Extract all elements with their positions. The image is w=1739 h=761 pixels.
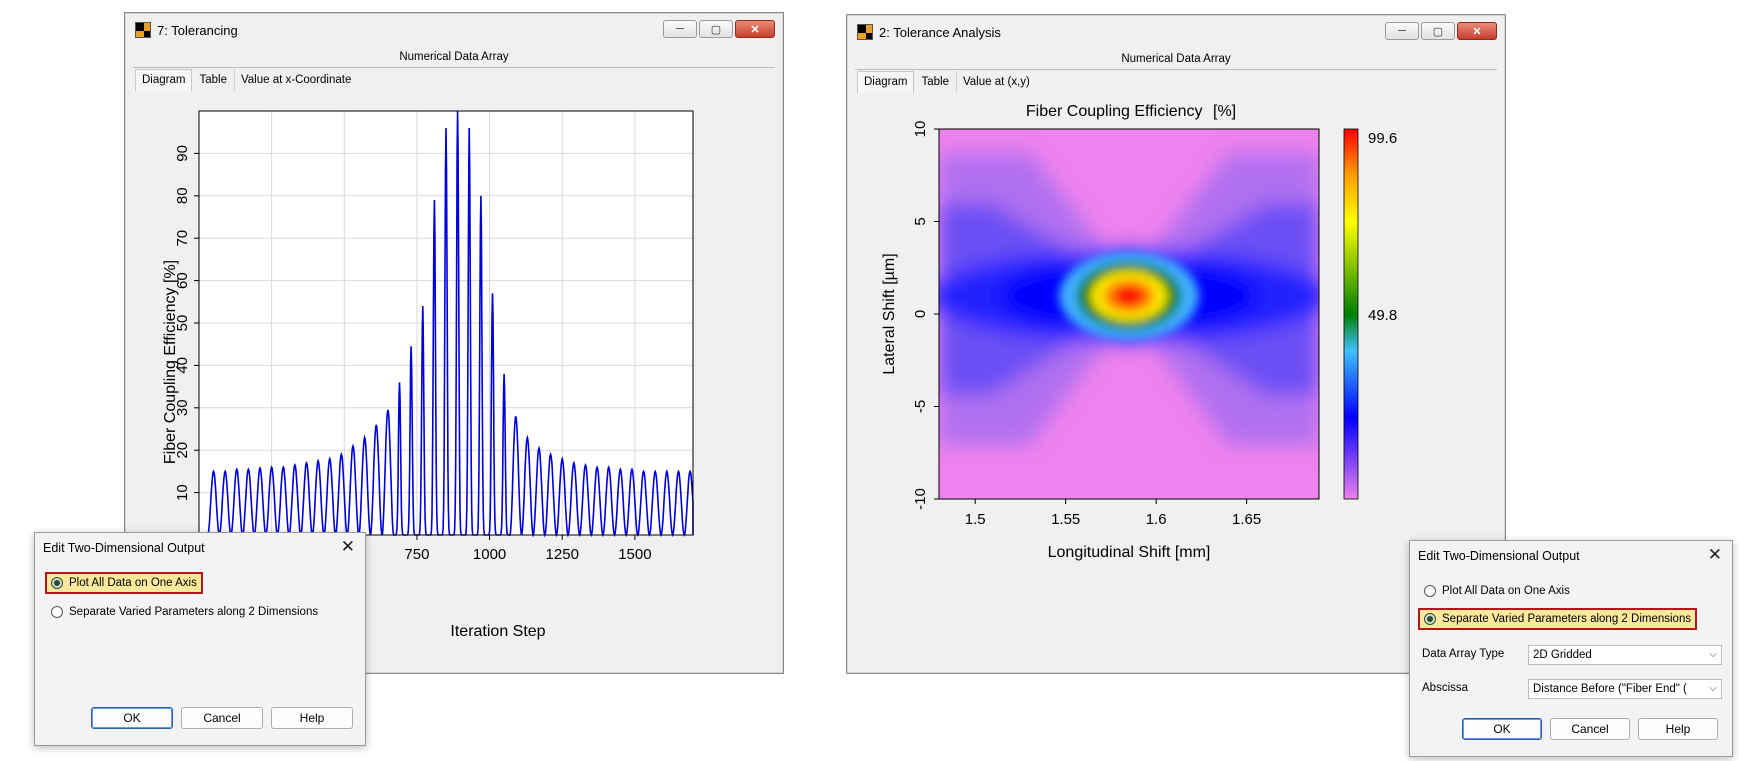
colorbar-max-label: 99.6 xyxy=(1368,130,1397,147)
title-bar[interactable]: 2: Tolerance Analysis ─ ▢ ✕ xyxy=(847,15,1505,49)
y-tick-label: 20 xyxy=(174,442,191,459)
diagram-panel: Fiber Coupling Efficiency [%] xyxy=(861,93,1497,665)
radio-selected-icon[interactable] xyxy=(51,577,63,589)
help-button[interactable]: Help xyxy=(271,707,353,729)
y-tick-label: 10 xyxy=(174,484,191,501)
x-axis-label: Iteration Step xyxy=(450,623,545,640)
x-tick-label: 1.5 xyxy=(965,511,986,528)
radio-label: Plot All Data on One Axis xyxy=(69,577,197,589)
x-tick-label: 1250 xyxy=(546,546,579,563)
y-tick-label: 5 xyxy=(912,217,929,225)
y-tick-label: 40 xyxy=(174,357,191,374)
heatmap-hotspot xyxy=(1059,252,1199,340)
tab-bar: Diagram Table Value at (x,y) xyxy=(857,71,1037,93)
tab-diagram[interactable]: Diagram xyxy=(857,71,915,93)
x-axis-label: Longitudinal Shift [mm] xyxy=(1048,544,1211,561)
radio-unselected-icon[interactable] xyxy=(1424,585,1436,597)
tab-value-at-xy[interactable]: Value at (x,y) xyxy=(955,71,1037,93)
cancel-button[interactable]: Cancel xyxy=(1550,718,1630,740)
radio-unselected-icon[interactable] xyxy=(51,606,63,618)
minimize-icon[interactable]: ─ xyxy=(663,20,697,38)
y-tick-label: 80 xyxy=(174,187,191,204)
x-tick-label: 1500 xyxy=(618,546,651,563)
radio-separate-along-2-dimensions[interactable]: Separate Varied Parameters along 2 Dimen… xyxy=(1417,608,1698,630)
y-axis-label: Lateral Shift [µm] xyxy=(881,253,898,374)
ok-button[interactable]: OK xyxy=(1462,718,1542,740)
y-tick-label: 10 xyxy=(912,121,929,138)
y-tick-label: 70 xyxy=(174,230,191,247)
line-chart: Fiber Coupling Efficiency [%] Iteration … xyxy=(162,110,694,640)
ok-button[interactable]: OK xyxy=(91,707,173,729)
abscissa-label: Abscissa xyxy=(1422,682,1469,694)
radio-selected-icon[interactable] xyxy=(1424,613,1436,625)
radio-label: Separate Varied Parameters along 2 Dimen… xyxy=(1442,613,1692,625)
edit-2d-output-dialog-left: Edit Two-Dimensional Output ✕ Plot All D… xyxy=(34,532,366,746)
colorbar-mid-label: 49.8 xyxy=(1368,307,1397,324)
y-tick-label: -10 xyxy=(912,488,929,510)
heatmap-title-unit: [%] xyxy=(1213,103,1236,120)
maximize-icon[interactable]: ▢ xyxy=(1421,22,1455,40)
x-tick-label: 1.55 xyxy=(1051,511,1080,528)
data-array-type-select[interactable]: 2D Gridded ⌵ xyxy=(1528,645,1722,665)
radio-label: Plot All Data on One Axis xyxy=(1442,585,1570,597)
minimize-icon[interactable]: ─ xyxy=(1385,22,1419,40)
heatmap-chart: Fiber Coupling Efficiency [%] xyxy=(881,103,1397,561)
data-array-type-label: Data Array Type xyxy=(1422,648,1505,660)
close-icon[interactable]: ✕ xyxy=(735,20,775,38)
tab-value-at-x[interactable]: Value at x-Coordinate xyxy=(233,69,358,91)
heatmap-field xyxy=(939,129,1319,499)
close-icon[interactable]: ✕ xyxy=(340,537,355,556)
y-tick-label: 50 xyxy=(174,315,191,332)
x-tick-label: 1.65 xyxy=(1232,511,1261,528)
data-array-type-value: 2D Gridded xyxy=(1533,649,1592,661)
x-tick-label: 1000 xyxy=(473,546,506,563)
chevron-down-icon: ⌵ xyxy=(1709,649,1717,660)
dialog-title: Edit Two-Dimensional Output xyxy=(43,541,205,555)
x-tick-label: 750 xyxy=(404,546,429,563)
subheader: Numerical Data Array xyxy=(133,47,775,68)
tolerance-analysis-window: 2: Tolerance Analysis ─ ▢ ✕ Numerical Da… xyxy=(846,14,1506,674)
cancel-button[interactable]: Cancel xyxy=(181,707,263,729)
y-tick-label: 90 xyxy=(174,145,191,162)
edit-2d-output-dialog-right: Edit Two-Dimensional Output ✕ Plot All D… xyxy=(1409,540,1733,757)
tab-table[interactable]: Table xyxy=(199,74,227,86)
maximize-icon[interactable]: ▢ xyxy=(699,20,733,38)
help-button[interactable]: Help xyxy=(1638,718,1718,740)
dialog-title: Edit Two-Dimensional Output xyxy=(1418,549,1580,563)
radio-label: Separate Varied Parameters along 2 Dimen… xyxy=(69,606,319,618)
heatmap-title: Fiber Coupling Efficiency [%] xyxy=(1026,103,1236,120)
diagram-panel: Fiber Coupling Efficiency [%] Iteration … xyxy=(133,91,775,665)
close-icon[interactable]: ✕ xyxy=(1457,22,1497,40)
y-tick-label: -5 xyxy=(912,400,929,413)
radio-plot-all-on-one-axis[interactable]: Plot All Data on One Axis xyxy=(1420,582,1574,600)
tab-diagram[interactable]: Diagram xyxy=(135,69,193,91)
app-icon xyxy=(857,24,873,40)
tab-bar: Diagram Table Value at x-Coordinate xyxy=(135,69,358,91)
abscissa-select[interactable]: Distance Before ("Fiber End" ( ⌵ xyxy=(1528,679,1722,699)
y-tick-label: 0 xyxy=(912,310,929,318)
radio-separate-along-2-dimensions[interactable]: Separate Varied Parameters along 2 Dimen… xyxy=(47,603,322,621)
colorbar xyxy=(1343,128,1359,500)
abscissa-value: Distance Before ("Fiber End" ( xyxy=(1533,683,1687,695)
tab-table[interactable]: Table xyxy=(921,76,949,88)
heatmap-title-text: Fiber Coupling Efficiency xyxy=(1026,103,1203,120)
app-icon xyxy=(135,22,151,38)
close-icon[interactable]: ✕ xyxy=(1707,545,1722,564)
y-tick-label: 60 xyxy=(174,272,191,289)
x-tick-label: 1.6 xyxy=(1146,511,1167,528)
title-bar[interactable]: 7: Tolerancing ─ ▢ ✕ xyxy=(125,13,783,47)
window-title: 2: Tolerance Analysis xyxy=(879,24,1001,40)
subheader: Numerical Data Array xyxy=(855,49,1497,70)
radio-plot-all-on-one-axis[interactable]: Plot All Data on One Axis xyxy=(45,572,203,594)
chevron-down-icon: ⌵ xyxy=(1709,680,1717,698)
y-tick-label: 30 xyxy=(174,399,191,416)
window-title: 7: Tolerancing xyxy=(157,22,238,38)
y-axis-label: Fiber Coupling Efficiency [%] xyxy=(162,260,179,464)
